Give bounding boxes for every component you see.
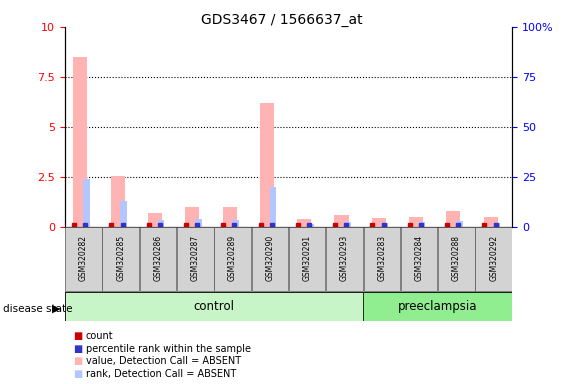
Text: ■: ■ [73, 331, 82, 341]
Text: GSM320293: GSM320293 [340, 235, 349, 281]
Text: ▶: ▶ [52, 304, 61, 314]
Bar [381, 223, 388, 227]
Bar [252, 227, 288, 291]
Text: control: control [194, 300, 234, 313]
Text: GSM320282: GSM320282 [79, 235, 88, 281]
Bar [232, 220, 239, 227]
Text: rank, Detection Call = ABSENT: rank, Detection Call = ABSENT [86, 369, 236, 379]
Bar [195, 218, 202, 227]
Text: ■: ■ [73, 369, 82, 379]
Bar [289, 227, 325, 291]
Text: ■: ■ [73, 356, 82, 366]
Bar [158, 220, 164, 227]
Bar [307, 223, 314, 227]
Bar [372, 218, 386, 227]
Text: value, Detection Call = ABSENT: value, Detection Call = ABSENT [86, 356, 241, 366]
Bar [409, 217, 423, 227]
Text: count: count [86, 331, 113, 341]
Bar [260, 103, 274, 227]
Text: GSM320289: GSM320289 [228, 235, 237, 281]
Bar [401, 227, 437, 291]
Bar [83, 179, 90, 227]
Text: percentile rank within the sample: percentile rank within the sample [86, 344, 251, 354]
Bar [326, 227, 363, 291]
Text: GSM320285: GSM320285 [116, 235, 125, 281]
Bar [140, 227, 176, 291]
Bar [475, 227, 512, 291]
Text: GSM320292: GSM320292 [489, 235, 498, 281]
Bar [484, 217, 498, 227]
Text: GSM320290: GSM320290 [265, 235, 274, 281]
Bar [65, 292, 363, 321]
Bar [446, 210, 461, 227]
Text: disease state: disease state [3, 304, 72, 314]
Text: GSM320288: GSM320288 [452, 235, 461, 281]
Bar [110, 175, 125, 227]
Text: GDS3467 / 1566637_at: GDS3467 / 1566637_at [200, 13, 363, 27]
Bar [148, 213, 162, 227]
Bar [344, 222, 351, 227]
Bar [177, 227, 213, 291]
Bar [65, 227, 102, 291]
Bar [363, 292, 512, 321]
Bar [334, 215, 348, 227]
Text: GSM320287: GSM320287 [191, 235, 200, 281]
Bar [493, 223, 500, 227]
Bar [364, 227, 400, 291]
Bar [456, 220, 463, 227]
Bar [102, 227, 139, 291]
Bar [297, 218, 311, 227]
Bar [222, 207, 236, 227]
Text: GSM320291: GSM320291 [303, 235, 312, 281]
Bar [215, 227, 251, 291]
Bar [73, 57, 87, 227]
Bar [419, 222, 426, 227]
Bar [185, 207, 199, 227]
Text: preeclampsia: preeclampsia [398, 300, 477, 313]
Bar [270, 187, 276, 227]
Text: GSM320284: GSM320284 [414, 235, 423, 281]
Bar [120, 200, 127, 227]
Text: ■: ■ [73, 344, 82, 354]
Bar [438, 227, 475, 291]
Text: GSM320286: GSM320286 [154, 235, 163, 281]
Text: GSM320283: GSM320283 [377, 235, 386, 281]
